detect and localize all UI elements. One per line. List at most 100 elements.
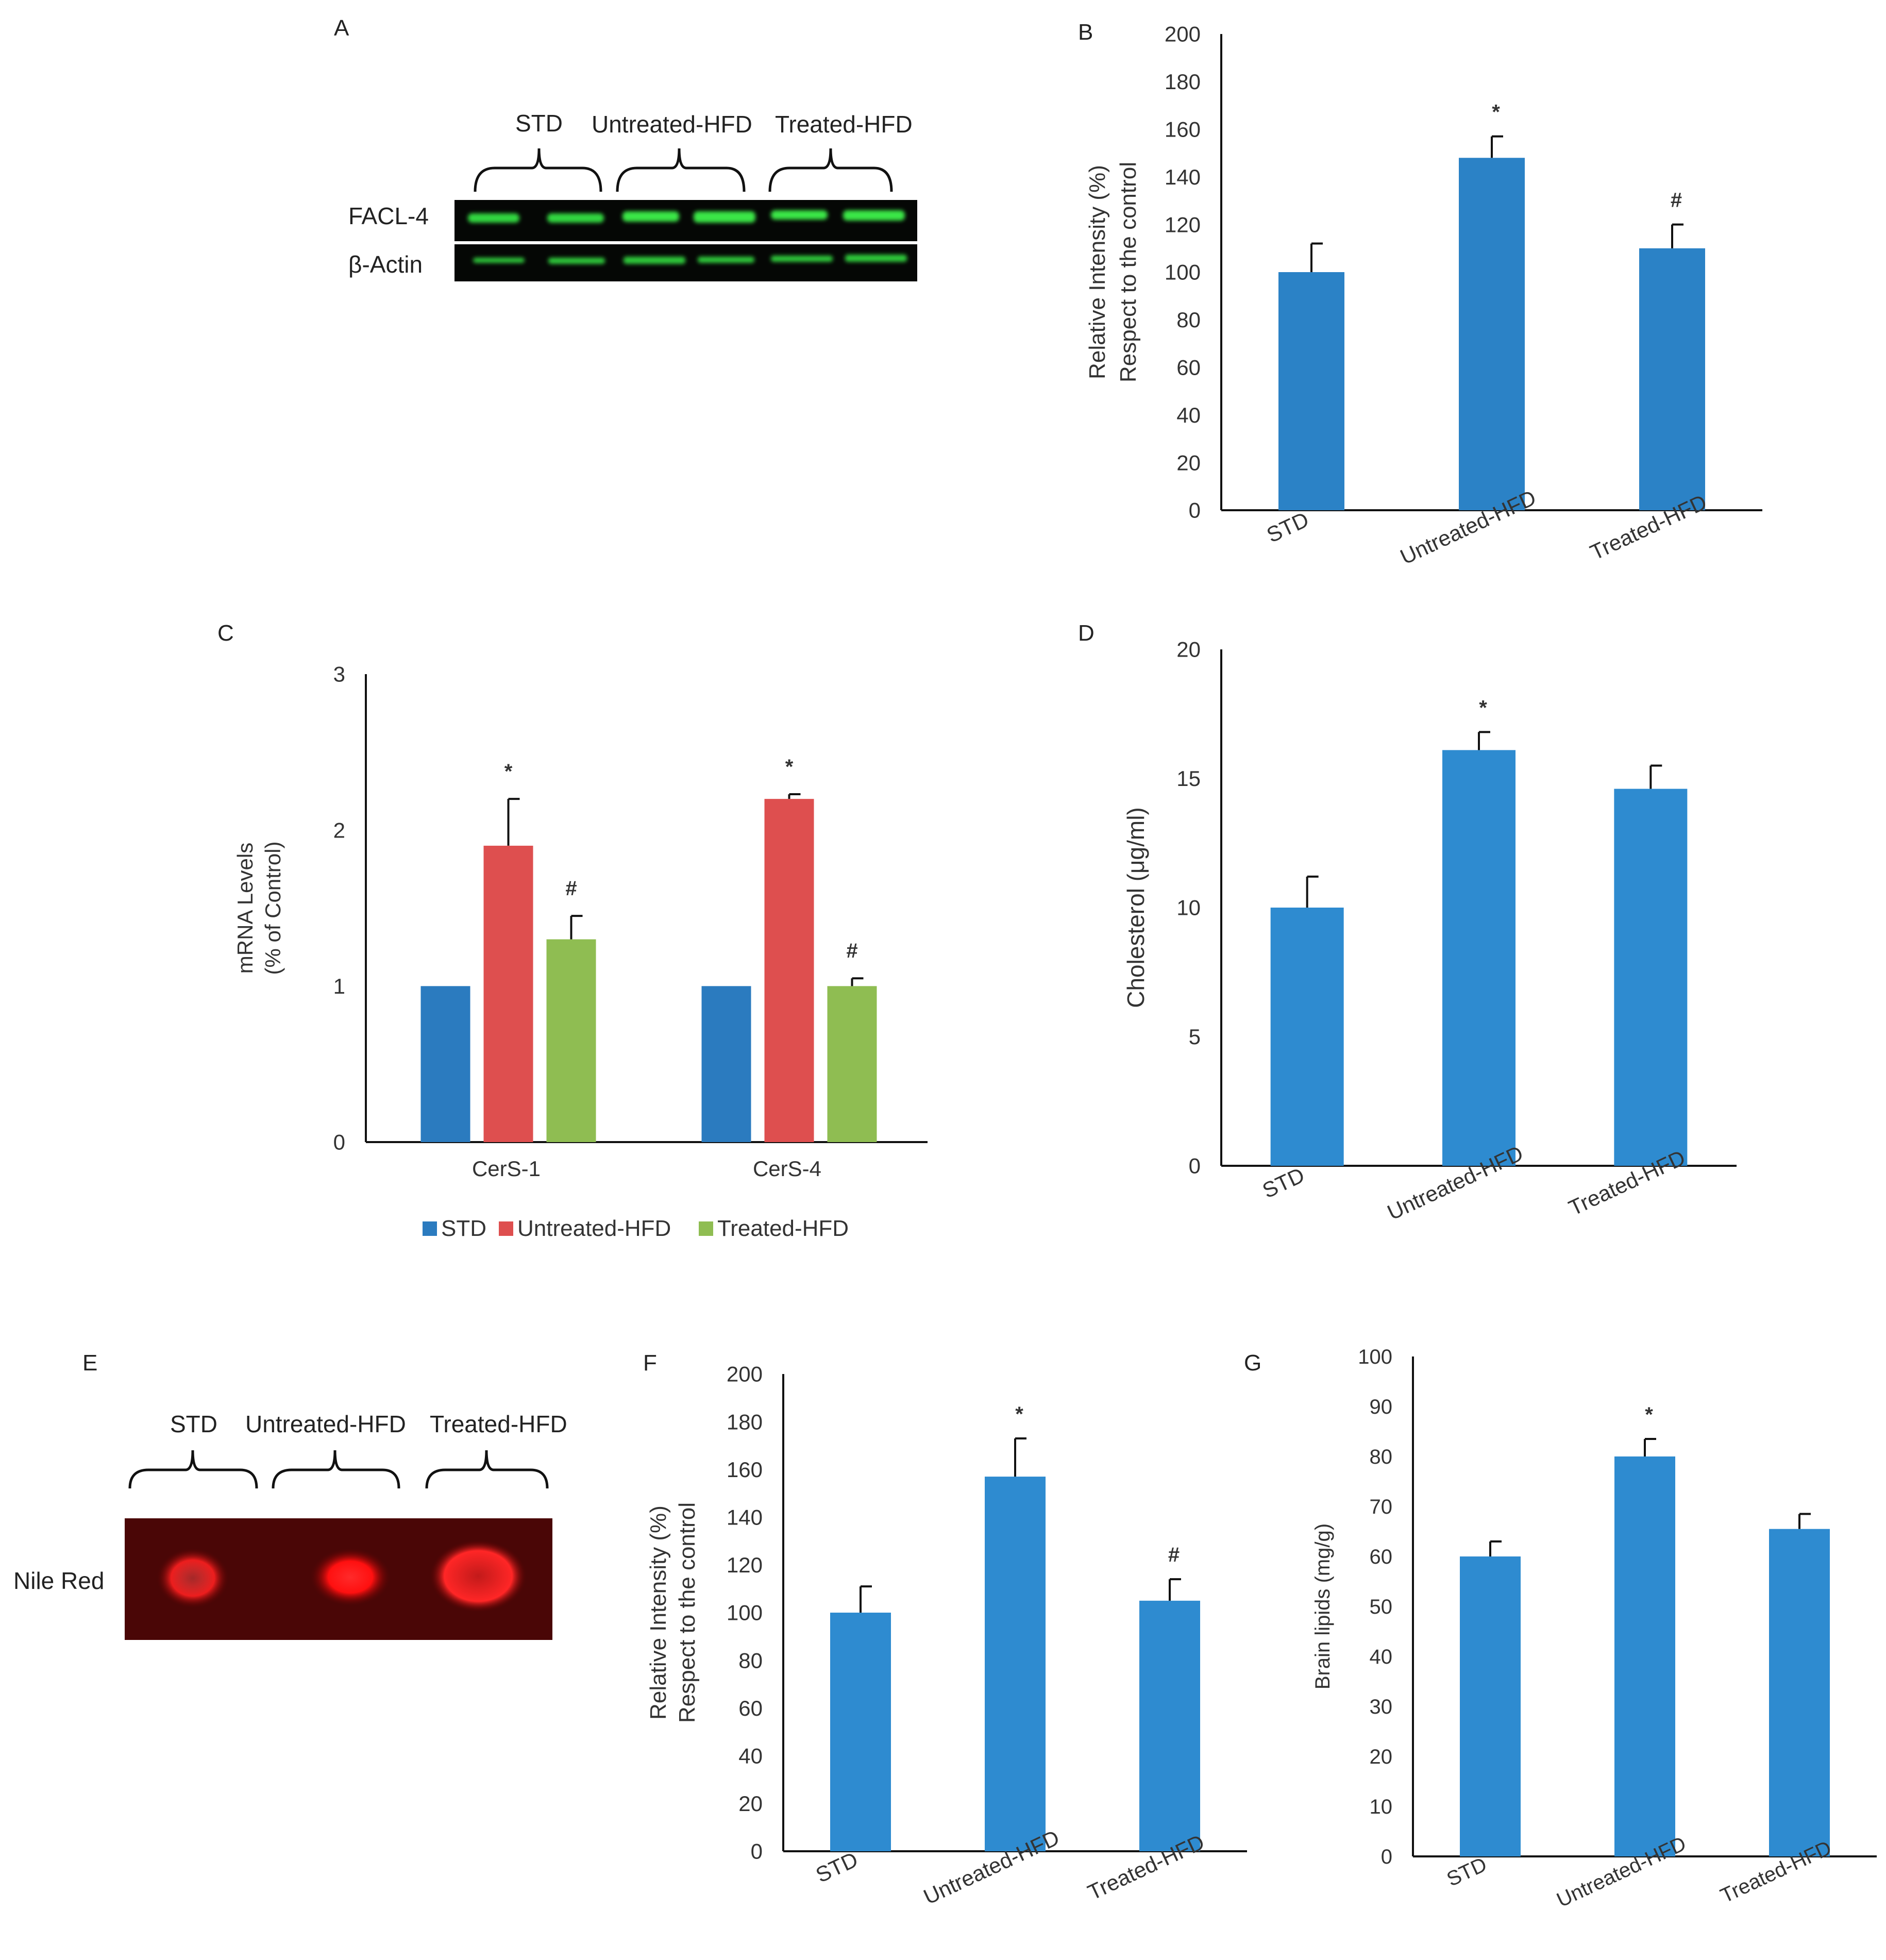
y-axis-title-line-2: Respect to the control [1116,162,1141,382]
y-tick-label-20: 20 [738,1791,763,1816]
nile-spot-std [157,1548,229,1608]
y-axis-title-line-1: Brain lipids (mg/g) [1311,1523,1334,1689]
y-tick-label-200: 200 [1165,22,1201,46]
blot-group-label-treated: Treated-HFD [775,111,913,138]
bar-untreated-hfd [1459,158,1525,510]
x-tick-label-std: STD [1263,507,1312,547]
x-tick-label-cers-4: CerS-4 [753,1157,821,1181]
legend-label-std: STD [441,1216,486,1241]
y-tick-label-60: 60 [1370,1546,1393,1568]
panel-letter-e: E [82,1350,98,1376]
bar-untreated-hfd [1614,1456,1675,1856]
y-tick-label-140: 140 [727,1505,763,1530]
y-tick-label-20: 20 [1176,638,1201,662]
x-tick-label-std: STD [1259,1163,1308,1203]
y-tick-label-160: 160 [727,1458,763,1482]
y-tick-label-200: 200 [727,1362,763,1386]
bracket-std [474,148,602,192]
bar-std [1460,1556,1521,1856]
y-axis-title-line-1: Relative Intensity (%) [646,1505,671,1720]
y-tick-label-0: 0 [333,1130,345,1154]
y-tick-label-10: 10 [1176,896,1201,920]
y-tick-label-140: 140 [1165,165,1201,189]
panel-letter-c: C [217,621,234,646]
legend-swatch-untreated-hfd [499,1221,513,1236]
facl4-bands [468,210,905,223]
y-tick-label-3: 3 [333,662,345,686]
y-tick-label-30: 30 [1370,1696,1393,1718]
bar-treated-hfd [1639,248,1705,510]
significance-mark-untreated-hfd: * [1492,101,1500,124]
legend-swatch-treated-hfd [699,1221,713,1236]
nile-brackets-and-image [125,1450,552,1640]
legend-label-untreated-hfd: Untreated-HFD [517,1216,671,1241]
y-tick-label-80: 80 [1176,308,1201,332]
nile-group-label-untreated: Untreated-HFD [245,1411,406,1437]
panel-letter-d: D [1078,621,1094,646]
bracket-treated [768,148,893,192]
bar-cers-4-std [701,986,751,1142]
y-tick-label-90: 90 [1370,1396,1393,1418]
x-tick-label-std: STD [1443,1853,1490,1891]
chart-f: 0 20 40 60 80 100 120 140 160 180 200 Relative Inte… [646,1362,1247,1909]
y-tick-label-160: 160 [1165,118,1201,142]
nile-spot-treated [430,1540,527,1612]
blot-brackets [454,148,917,281]
bar-treated-hfd [1614,789,1688,1166]
x-tick-label-cers-1: CerS-1 [472,1157,541,1181]
y-tick-label-0: 0 [1189,498,1201,523]
blot-group-label-untreated: Untreated-HFD [592,111,752,138]
y-tick-label-1: 1 [333,974,345,998]
y-tick-label-20: 20 [1370,1746,1393,1768]
significance-mark-treated-hfd: # [1168,1544,1180,1566]
y-axis-title-line-2: (% of Control) [261,841,285,975]
panel-letter-f: F [643,1350,657,1376]
nile-row-label: Nile Red [13,1567,105,1594]
bar-std [1270,908,1344,1166]
y-tick-label-10: 10 [1370,1796,1393,1818]
bar-cers-4-treated-hfd [827,986,877,1142]
nile-bracket-untreated [272,1450,400,1489]
y-tick-label-0: 0 [1189,1154,1201,1178]
bar-treated-hfd [1769,1529,1830,1856]
nile-bracket-treated [425,1450,549,1489]
significance-mark-cers-4-treated-hfd: # [846,940,857,962]
y-tick-label-70: 70 [1370,1496,1393,1518]
y-axis-title-line-2: Respect to the control [675,1502,700,1723]
chart-g: 0 10 20 30 40 50 60 70 80 90 100 Brain lipids (mg/g… [1311,1346,1877,1912]
panel-letter-a: A [334,15,349,41]
chart-b: 0 20 40 60 80 100 120 140 160 180 200 Relative Inte… [1085,22,1762,569]
panel-letter-b: B [1078,20,1093,45]
y-tick-label-0: 0 [751,1839,763,1864]
significance-mark-untreated-hfd: * [1015,1403,1023,1426]
y-tick-label-120: 120 [727,1553,763,1577]
significance-mark-untreated-hfd: * [1479,696,1487,719]
nile-group-label-std: STD [170,1411,217,1437]
bar-cers-1-untreated-hfd [483,845,533,1142]
actin-bands [473,255,907,264]
bar-std [1278,272,1344,510]
y-tick-label-60: 60 [738,1696,763,1720]
y-tick-label-180: 180 [1165,70,1201,94]
bar-cers-4-untreated-hfd [764,799,814,1142]
y-tick-label-100: 100 [1165,260,1201,284]
blot-group-label-std: STD [515,110,563,137]
panel-letter-g: G [1244,1350,1262,1376]
western-blot-panel: STD Untreated-HFD Treated-HFD FACL-4 β-A [0,0,979,309]
y-axis-title-line-1: mRNA Levels [233,843,257,974]
blot-row-label-actin: β-Actin [348,251,423,278]
bar-untreated-hfd [985,1477,1046,1851]
blot-strip-actin [454,244,917,281]
y-tick-label-180: 180 [727,1410,763,1434]
nile-red-panel: STD Untreated-HFD Treated-HFD [0,1361,608,1649]
y-tick-label-100: 100 [1358,1346,1392,1368]
y-axis-title-line-1: Relative Intensity (%) [1085,165,1110,379]
blot-strip-facl4 [454,200,917,241]
y-tick-label-20: 20 [1176,450,1201,475]
significance-mark-cers-1-untreated-hfd: * [504,760,513,783]
y-tick-label-0: 0 [1381,1846,1392,1868]
bar-untreated-hfd [1442,750,1515,1166]
y-tick-label-40: 40 [1370,1646,1393,1668]
bar-cers-1-treated-hfd [546,939,596,1142]
